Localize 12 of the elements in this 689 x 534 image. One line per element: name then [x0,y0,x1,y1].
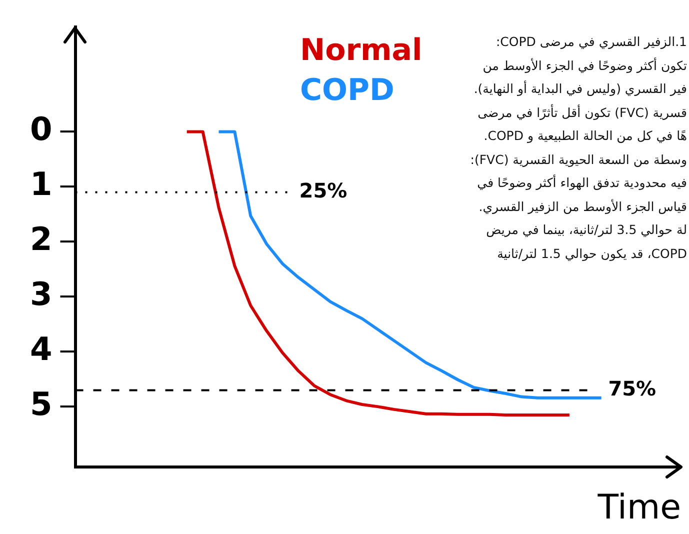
annotation: 25% [299,178,348,202]
y-tick-label: 4 [30,330,52,368]
y-tick-label: 1 [30,165,52,204]
y-tick-label: 2 [30,220,52,258]
text: Normal [300,32,422,68]
y-tick-label: 0 [30,110,52,148]
text: 1.الزفير القسري في مرضى COPD: تكون أكثر وضوحًا في الجزء الأوسط من فير القسري (وليس في البداية أو النهاية). قسرية (FVC) تكون أقل تأثرًا في مرضى هًا في كل من الحالة الطبيعية و COPD. وسطة من السعة الحيوية القسرية (FVC): فيه محدودية تدفق الهواء أكثر وضوحًا في قياس الجزء الأوسط من الزفير القسري. لة حوالي 3.5 لتر/ثانية، بينما في مريض COPD، قد يكون حوالي 1.5 لتر/ثانية [470,34,687,260]
y-tick-label: 5 [30,385,52,424]
x-axis-title: Time [596,487,681,528]
text: COPD [300,72,394,108]
y-tick-label: 3 [30,275,52,314]
annotation: 75% [608,376,656,400]
